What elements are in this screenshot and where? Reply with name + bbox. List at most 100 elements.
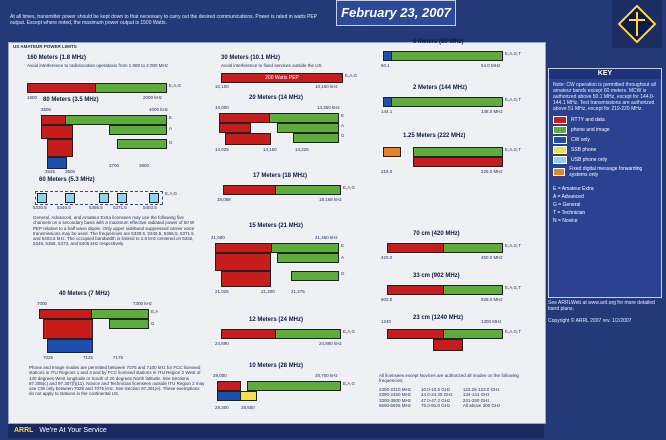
legend-fixed-digital: Fixed digital message forwarding systems… (549, 165, 661, 179)
band-15m-title: 15 Meters (21 MHz) (249, 223, 304, 229)
band-60m-ch-label-2: 5346.5 (57, 205, 71, 210)
legend-label: CW only (571, 137, 590, 143)
band-15m-a-phone (277, 253, 339, 263)
band-60m-channel-strip (35, 191, 163, 205)
allmode-freq: 2390-2450 MHz (379, 392, 412, 398)
legend-rtty-data: RTTY and data (549, 115, 661, 125)
band-12m-license: E,A,G (343, 329, 356, 334)
band-40m-tick-2: 7125 (83, 355, 94, 360)
legend-swatch (553, 136, 567, 144)
key-note: Note: CW operation is permitted througho… (553, 82, 656, 112)
band-33cm-phone (443, 285, 503, 295)
band-60m-title: 60 Meters (5.3 MHz) (39, 177, 95, 183)
footer-tagline: We're At Your Service (39, 427, 107, 434)
band-17m-start: 18,068 (217, 197, 231, 202)
band-33cm-data (387, 285, 445, 295)
band-40m-nt-cw (47, 339, 93, 353)
band-80m-e-data (41, 115, 67, 125)
band-40m-title: 40 Meters (7 MHz) (59, 291, 110, 297)
band-80m-nt-cw (47, 157, 67, 169)
band-40m-g-data (43, 319, 93, 339)
band-20m-end: 14,350 kHz (317, 105, 340, 110)
band-60m-ch-label-4: 5371.5 (113, 205, 127, 210)
band-23cm-phone (443, 329, 503, 339)
band-33cm-title: 33 cm (902 MHz) (413, 273, 460, 279)
panel-subheading: US AMATEUR POWER LIMITS (13, 44, 77, 49)
legend-swatch (553, 116, 567, 124)
band-2m-end: 148.0 MHz (481, 109, 503, 114)
band-40m-class-g: G (151, 321, 155, 326)
band-17m-phone (275, 185, 341, 195)
band-10m-title: 10 Meters (28 MHz) (249, 363, 304, 369)
band-17m-end: 18,168 kHz (319, 197, 342, 202)
band-17m-title: 17 Meters (18 MHz) (253, 173, 308, 179)
band-20m-g-phone (293, 133, 339, 143)
allmode-freq: 241-250 GHz (462, 397, 490, 403)
band-60m-channel-4 (117, 193, 127, 203)
band-15m-end: 21,450 kHz (315, 235, 338, 240)
band-23cm-data-lower (433, 339, 463, 351)
band-15m-start: 21,000 (211, 235, 225, 240)
band-15m-g-phone (291, 271, 339, 281)
band-70cm-start: 420.0 (381, 255, 393, 260)
allmode-freq: 10.0-10.5 GHz (421, 387, 451, 392)
license-general: G = General (553, 202, 581, 208)
band-80m-class-e: E (169, 115, 173, 120)
band-12m-data (221, 329, 277, 339)
allmode-freq: 122.25-123.0 GHz (462, 387, 500, 392)
legend-label: USB phone only (571, 157, 608, 163)
band-125m-fixed (383, 147, 401, 157)
band-160m-phone-bar (95, 83, 167, 93)
band-80m-tick-3: 3700 (109, 163, 120, 168)
band-80m-class-g: G (169, 140, 173, 145)
band-20m-a-data (219, 123, 251, 133)
license-novice: N = Novice (553, 218, 578, 224)
band-15m-class-a: A (341, 255, 345, 260)
band-23cm-title: 23 cm (1240 MHz) (413, 315, 464, 321)
band-10m-end: 29,700 kHz (315, 373, 338, 378)
band-30m-license: E,A,G (345, 73, 358, 78)
legend-usb-phone: USB phone only (549, 155, 661, 165)
band-6m-start: 50.1 (381, 63, 390, 68)
legend-label: RTTY and data (571, 117, 605, 123)
legend-phone-image: phone and image (549, 125, 661, 135)
allmode-freq: 3300-3500 MHz (379, 397, 412, 403)
band-6m-phone (391, 51, 503, 61)
band-40m-start: 7000 (37, 301, 48, 306)
band-125m-start: 219.0 (381, 169, 393, 174)
band-40m-ea-data (39, 309, 93, 319)
band-70cm-end: 450.0 MHz (481, 255, 503, 260)
band-10m-start: 28,000 (213, 373, 227, 378)
band-160m-start: 1800 (27, 95, 38, 100)
legend-swatch (553, 168, 566, 176)
band-60m-note: General, Advanced, and Amateur Extra lic… (33, 215, 195, 247)
intro-text: At all times, transmitter power should b… (10, 14, 317, 26)
band-15m-tick-1: 21,025 (215, 289, 229, 294)
band-23cm-license: E,A,G,T (505, 329, 522, 334)
band-125m-phone (413, 147, 503, 157)
band-30m-end: 10,150 kHz (315, 84, 338, 89)
band-40m-end: 7300 kHz (133, 301, 153, 306)
band-30m-start: 10,100 (215, 84, 229, 89)
band-15m-a-data (215, 253, 271, 271)
band-2m-start: 144.1 (381, 109, 393, 114)
band-160m-note: Avoid interference to radiolocation oper… (27, 63, 168, 68)
band-2m-license: E,A,G,T (505, 97, 522, 102)
band-80m-tick-2: 3600 (65, 169, 76, 174)
copyright: Copyright © ARRL 2007 rev. 1/2/2007 (548, 318, 632, 324)
band-60m-channel-5 (149, 193, 159, 203)
band-80m-tick-4: 3800 (139, 163, 150, 168)
band-10m-phone (247, 381, 341, 391)
legend-swatch (553, 126, 567, 134)
band-12m-end: 24,990 kHz (319, 341, 342, 346)
license-advanced: A = Advanced (553, 194, 584, 200)
arrl-diamond-logo (612, 0, 662, 48)
band-15m-tick-2: 21,200 (261, 289, 275, 294)
band-15m-g-data (221, 271, 271, 287)
band-20m-g-data (225, 133, 271, 145)
band-125m-end: 225.0 MHz (481, 169, 503, 174)
allmode-col-1: 2300-2310 MHz 2390-2450 MHz 3300-3500 MH… (379, 387, 411, 408)
allmode-freq: 2300-2310 MHz (379, 387, 412, 392)
band-80m-e-phone (65, 115, 167, 125)
band-2m-title: 2 Meters (144 MHz) (413, 85, 468, 91)
